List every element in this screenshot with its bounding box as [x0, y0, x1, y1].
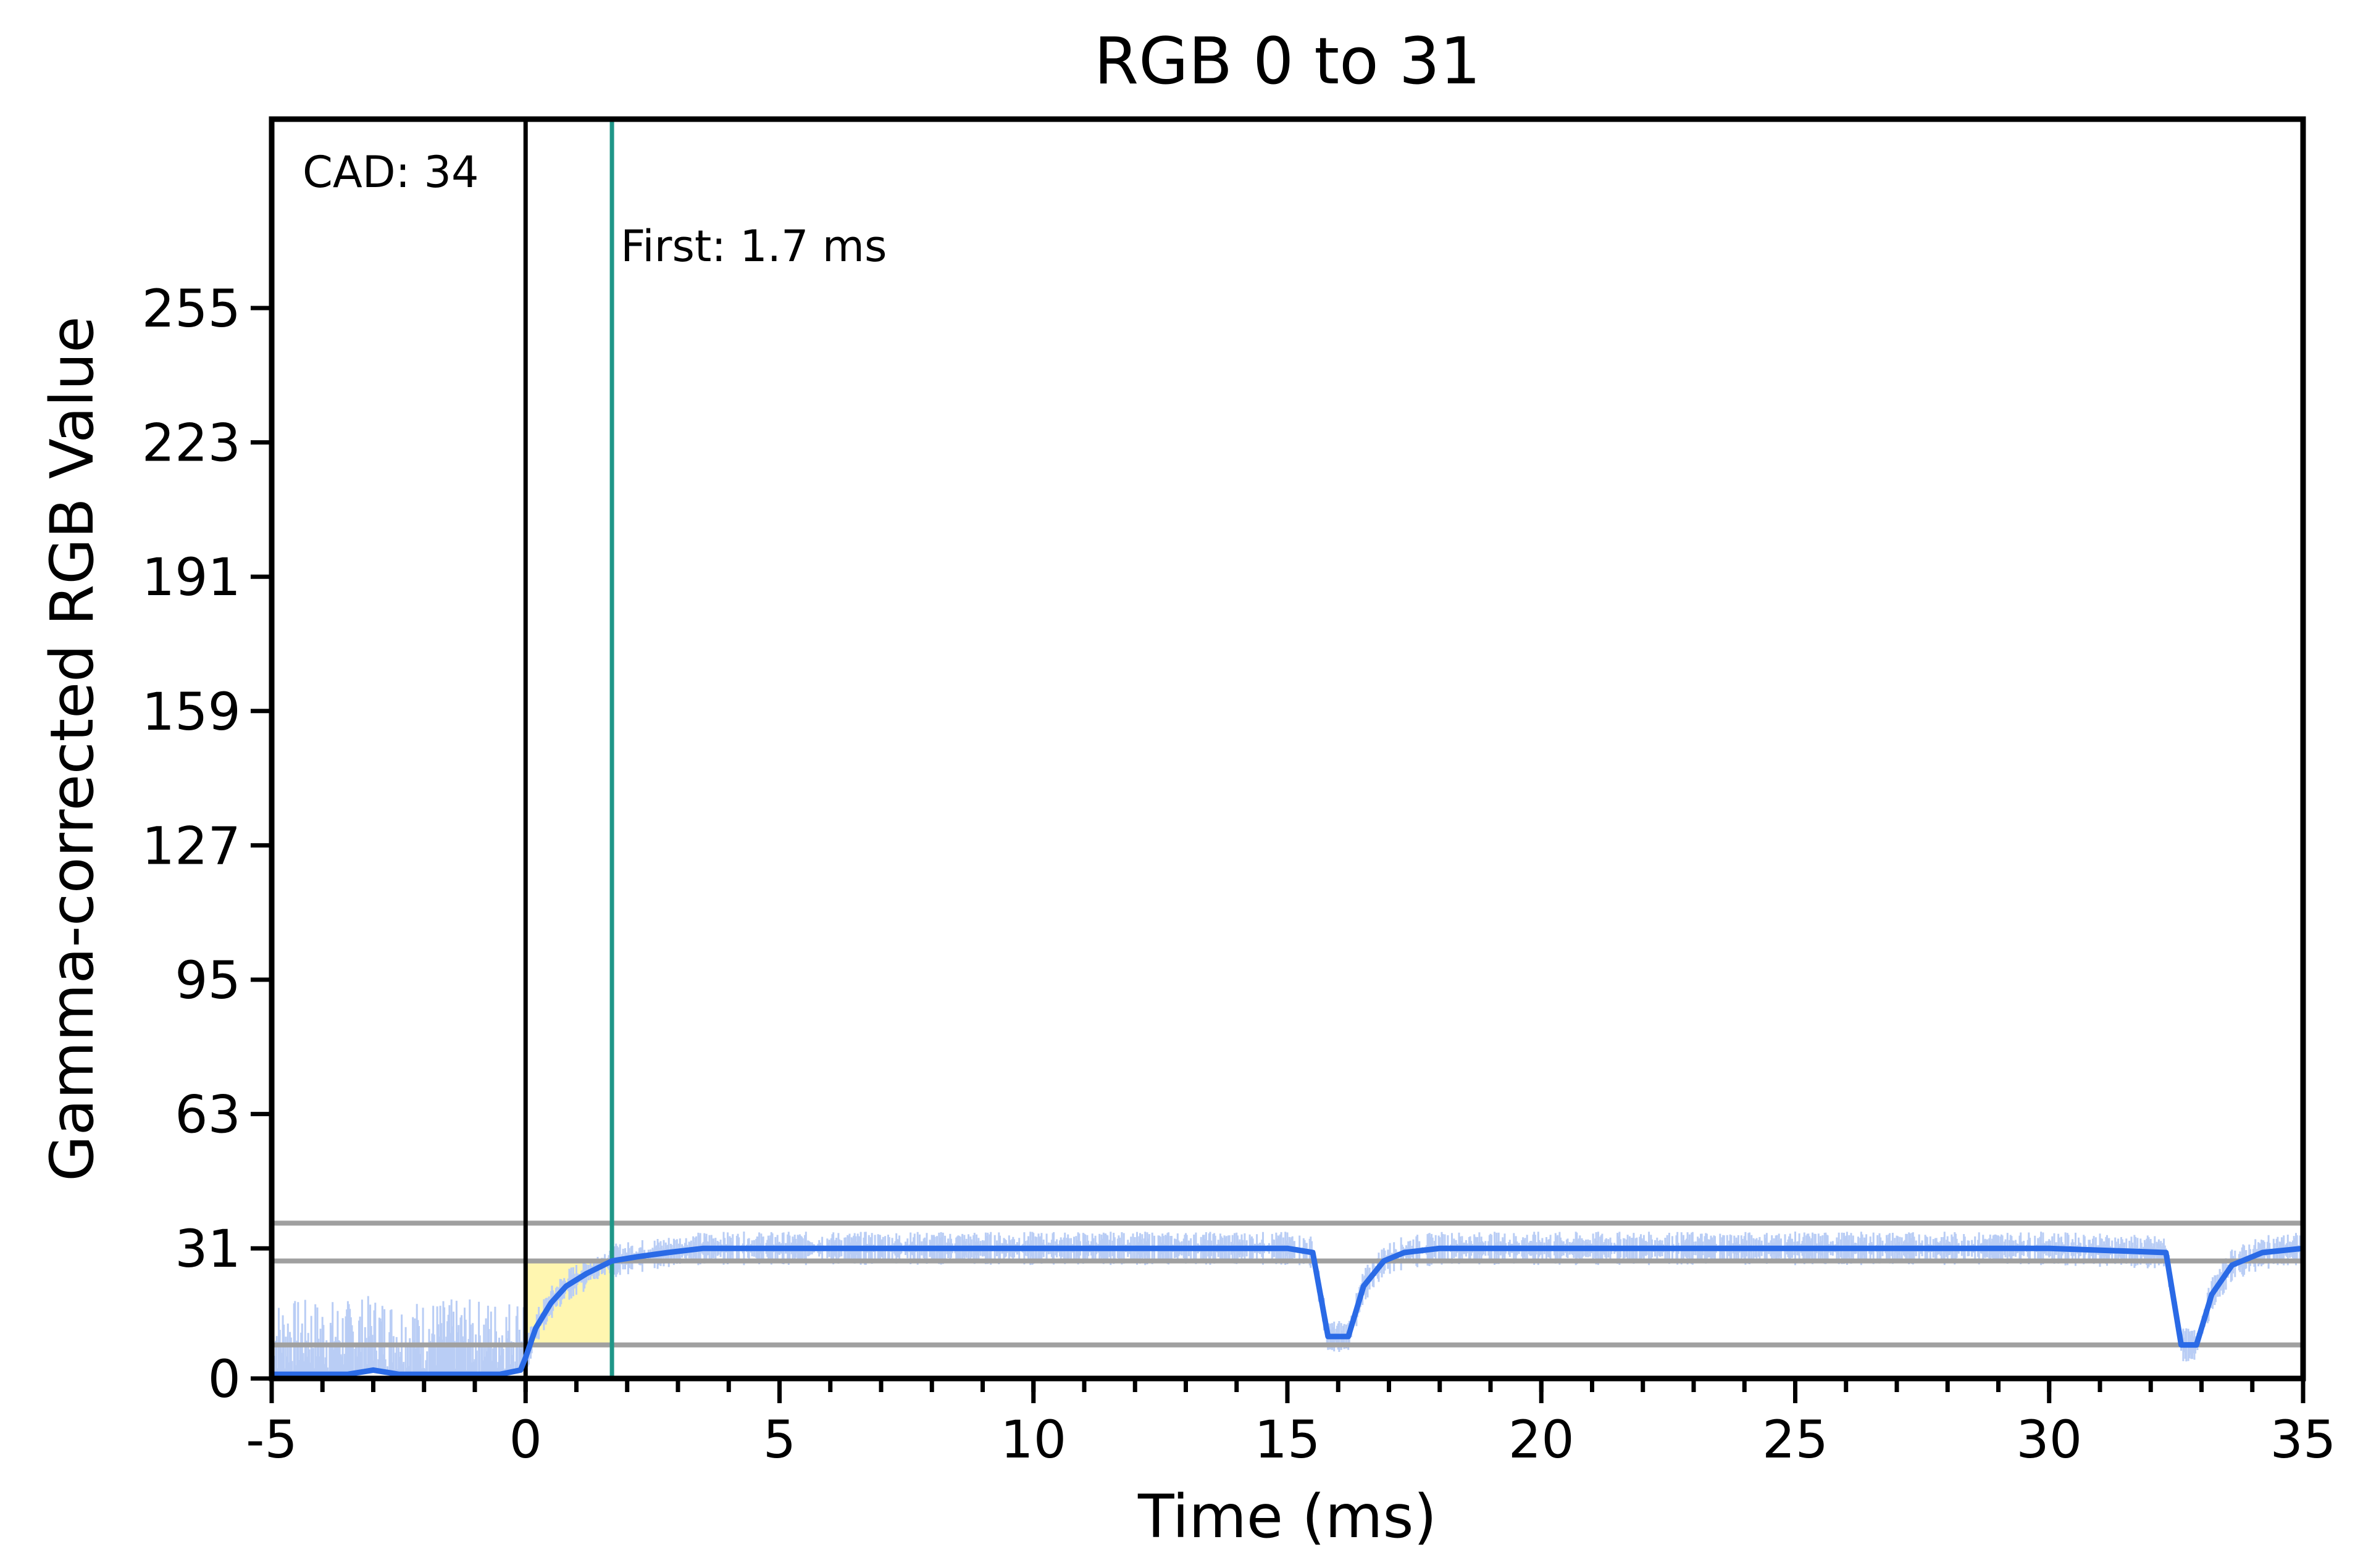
y-tick-label: 95: [175, 950, 241, 1011]
y-tick-label: 31: [175, 1219, 241, 1279]
annotations: CAD: 34 First: 1.7 ms: [303, 147, 887, 272]
x-axis-label: Time (ms): [1137, 1482, 1437, 1551]
x-tick-label: 20: [1508, 1409, 1574, 1470]
y-axis-label: Gamma-corrected RGB Value: [38, 316, 107, 1181]
x-tick-label: 35: [2270, 1409, 2336, 1470]
x-tick-label: 5: [763, 1409, 796, 1470]
y-tick-label: 223: [142, 413, 241, 473]
plot-frame: [269, 116, 2306, 1382]
x-axis: -5 0 5 10 15 20 25 30 35: [246, 1378, 2336, 1470]
first-response-annotation: First: 1.7 ms: [621, 221, 887, 272]
x-tick-label: -5: [246, 1409, 298, 1470]
y-axis: 0 31 63 95 127 159 191 223 255: [142, 278, 272, 1409]
y-tick-label: 159: [142, 682, 241, 742]
y-tick-label: 255: [142, 278, 241, 339]
x-tick-label: 0: [509, 1409, 542, 1470]
y-tick-label: 191: [142, 547, 241, 607]
y-tick-label: 0: [208, 1349, 241, 1409]
y-tick-label: 63: [175, 1085, 241, 1145]
x-tick-label: 15: [1255, 1409, 1321, 1470]
x-tick-label: 10: [1000, 1409, 1066, 1470]
series-line-0: [272, 1245, 2304, 1377]
vertical-markers: [523, 119, 614, 1378]
x-tick-label: 25: [1762, 1409, 1828, 1470]
cad-annotation: CAD: 34: [303, 147, 479, 198]
y-tick-label: 127: [142, 815, 241, 876]
plot-area: [270, 119, 2304, 1378]
x-tick-label: 30: [2016, 1409, 2082, 1470]
chart-title: RGB 0 to 31: [1094, 23, 1481, 99]
series-layer: [272, 1245, 2304, 1377]
